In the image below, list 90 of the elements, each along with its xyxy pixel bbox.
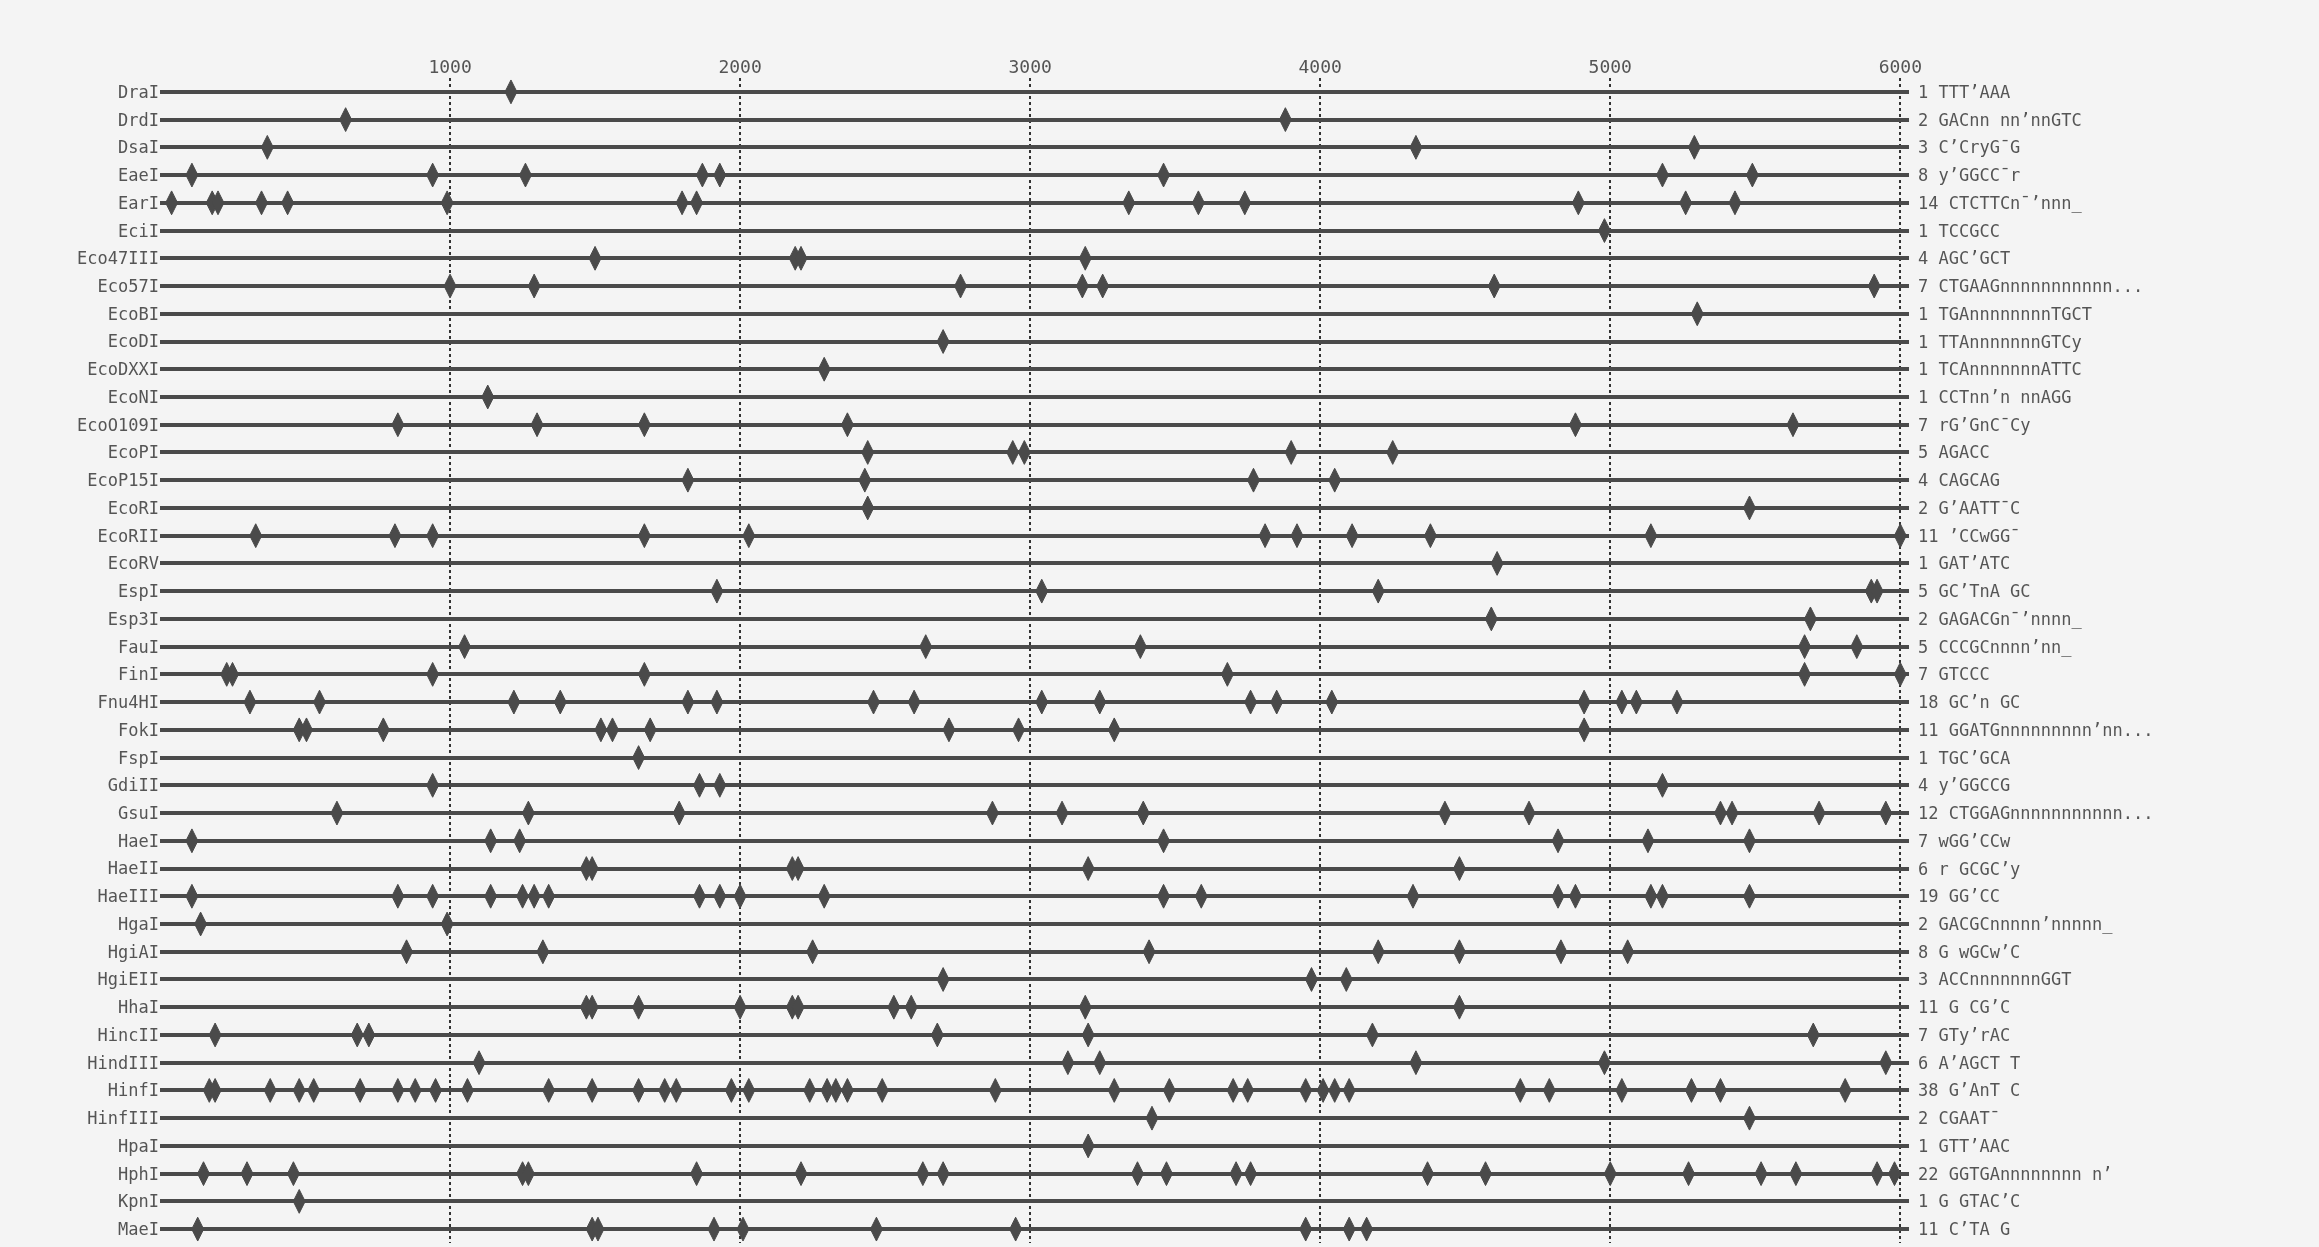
- y2-tick-label: 2 GAGACGn¯’nnnn_: [1918, 609, 2083, 629]
- y-tick-label: HgiEII: [97, 969, 159, 990]
- x-tick-label: 4000: [1298, 56, 1342, 78]
- y-tick-label: HaeIII: [97, 886, 159, 907]
- y-tick-label: EciI: [118, 220, 159, 241]
- y-tick-label: EcoDI: [107, 331, 159, 352]
- y-tick-label: Fnu4HI: [97, 692, 159, 713]
- y-tick-label: HaeII: [107, 858, 159, 879]
- y-tick-label: HphI: [118, 1163, 159, 1184]
- y2-tick-label: 22 GGTGAnnnnnnnn n’: [1918, 1164, 2113, 1184]
- y2-tick-label: 2 CGAAT¯: [1918, 1108, 2000, 1128]
- y2-tick-label: 4 y’GGCCG: [1918, 775, 2011, 795]
- y-tick-label: KpnI: [118, 1191, 159, 1212]
- y-tick-label: EcoNI: [107, 386, 159, 407]
- y2-tick-label: 1 TTT’AAA: [1918, 82, 2011, 102]
- x-tick-label: 2000: [718, 56, 762, 78]
- y-tick-label: HincII: [97, 1024, 159, 1045]
- y-tick-label: Eco47III: [77, 248, 159, 269]
- y2-tick-label: 18 GC’n GC: [1918, 692, 2021, 712]
- x-tick-label: 1000: [428, 56, 472, 78]
- y-tick-label: HgiAI: [107, 941, 159, 962]
- y2-tick-label: 1 CCTnn’n nnAGG: [1918, 387, 2072, 407]
- y-tick-label: HindIII: [87, 1052, 159, 1073]
- y2-tick-label: 8 G wGCw’C: [1918, 942, 2021, 962]
- y-tick-label: FinI: [118, 664, 159, 685]
- y2-tick-label: 1 GAT’ATC: [1918, 553, 2011, 573]
- y2-tick-label: 4 CAGCAG: [1918, 470, 2000, 490]
- x-tick-label: 5000: [1588, 56, 1632, 78]
- y2-tick-label: 1 TTAnnnnnnnGTCy: [1918, 332, 2082, 352]
- y2-tick-label: 5 AGACC: [1918, 442, 1990, 462]
- y-tick-label: EarI: [118, 192, 159, 213]
- y-tick-label: DraI: [118, 81, 159, 102]
- y2-tick-label: 6 A’AGCT T: [1918, 1053, 2021, 1073]
- y-tick-label: EcoRI: [107, 497, 159, 518]
- y2-tick-label: 12 CTGGAGnnnnnnnnnnn...: [1918, 803, 2154, 823]
- y-tick-label: FauI: [118, 636, 159, 657]
- y2-tick-label: 2 GACGCnnnnn’nnnnn_: [1918, 914, 2114, 934]
- y-tick-label: EcoDXXI: [87, 359, 159, 380]
- y-tick-label: GsuI: [118, 803, 159, 824]
- x-tick-label: 6000: [1878, 56, 1922, 78]
- x-tick-label: 3000: [1008, 56, 1052, 78]
- y-tick-label: FokI: [118, 719, 159, 740]
- y-tick-label: HhaI: [118, 997, 159, 1018]
- y2-tick-label: 2 G’AATT¯C: [1918, 498, 2021, 518]
- y-tick-label: FspI: [118, 747, 159, 768]
- y-tick-label: HpaI: [118, 1135, 159, 1156]
- y-tick-label: EcoRV: [107, 553, 159, 574]
- y2-tick-label: 3 C’CryG¯G: [1918, 137, 2021, 157]
- y2-tick-label: 11 G CG’C: [1918, 997, 2011, 1017]
- y2-tick-label: 1 TCAnnnnnnnATTC: [1918, 359, 2082, 379]
- y2-tick-label: 8 y’GGCC¯r: [1918, 165, 2021, 185]
- y2-tick-label: 1 TGC’GCA: [1918, 748, 2011, 768]
- y2-tick-label: 7 GTy’rAC: [1918, 1025, 2011, 1045]
- y-tick-label: EcoPI: [107, 442, 159, 463]
- y2-tick-label: 5 CCCGCnnnn’nn_: [1918, 637, 2073, 657]
- y-tick-label: HinfI: [107, 1080, 159, 1101]
- y2-tick-label: 1 G GTAC’C: [1918, 1191, 2021, 1211]
- y-tick-label: EaeI: [118, 165, 159, 186]
- y2-tick-label: 7 rG’GnC¯Cy: [1918, 415, 2031, 435]
- y2-tick-label: 5 GC’TnA GC: [1918, 581, 2031, 601]
- y2-tick-label: 2 GACnn nn’nnGTC: [1918, 110, 2082, 130]
- y-tick-label: HinfIII: [87, 1108, 159, 1129]
- y-tick-label: DrdI: [118, 109, 159, 130]
- y-tick-label: HgaI: [118, 913, 159, 934]
- y-tick-label: MaeI: [118, 1219, 159, 1240]
- y-tick-label: EspI: [118, 581, 159, 602]
- y-tick-label: Eco57I: [97, 275, 159, 296]
- y-tick-label: HaeI: [118, 830, 159, 851]
- y2-tick-label: 11 GGATGnnnnnnnnn’nn...: [1918, 720, 2154, 740]
- y2-tick-label: 11 ’CCwGG¯: [1918, 526, 2021, 546]
- y2-tick-label: 7 wGG’CCw: [1918, 831, 2011, 851]
- y2-tick-label: 14 CTCTTCn¯’nnn_: [1918, 193, 2083, 213]
- y2-tick-label: 7 CTGAAGnnnnnnnnnnn...: [1918, 276, 2144, 296]
- y2-tick-label: 1 TCCGCC: [1918, 221, 2000, 241]
- y2-tick-label: 1 GTT’AAC: [1918, 1136, 2011, 1156]
- y2-tick-label: 6 r GCGC’y: [1918, 859, 2021, 879]
- y-tick-label: EcoBI: [107, 303, 159, 324]
- y2-tick-label: 19 GG’CC: [1918, 886, 2000, 906]
- y-tick-label: GdiII: [107, 775, 159, 796]
- y2-tick-label: 1 TGAnnnnnnnnTGCT: [1918, 304, 2092, 324]
- y2-tick-label: 11 C’TA G: [1918, 1219, 2011, 1239]
- y-tick-label: DsaI: [118, 137, 159, 158]
- y-tick-label: EcoO109I: [77, 414, 159, 435]
- y-tick-label: EcoRII: [97, 525, 159, 546]
- y2-tick-label: 38 G’AnT C: [1918, 1080, 2021, 1100]
- y-tick-label: Esp3I: [107, 608, 159, 629]
- y2-tick-label: 7 GTCCC: [1918, 664, 1990, 684]
- y2-tick-label: 3 ACCnnnnnnnGGT: [1918, 969, 2072, 989]
- y-tick-label: EcoP15I: [87, 470, 159, 491]
- y2-tick-label: 4 AGC’GCT: [1918, 248, 2011, 268]
